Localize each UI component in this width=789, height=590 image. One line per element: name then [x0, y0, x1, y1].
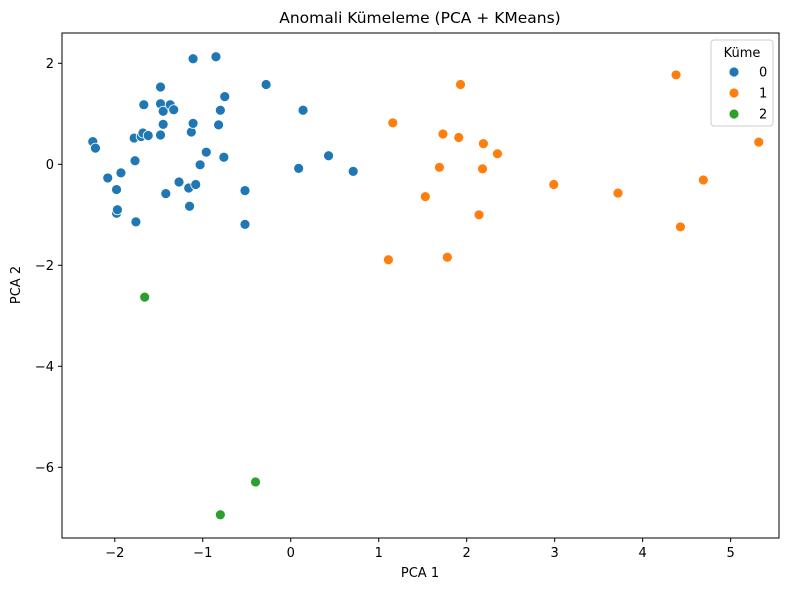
data-point-cluster-2: [214, 509, 226, 521]
data-point-cluster-0: [160, 188, 172, 199]
data-point-cluster-1: [387, 117, 399, 129]
data-point-cluster-0: [130, 216, 142, 228]
data-point-cluster-0: [260, 79, 272, 90]
data-point-cluster-0: [200, 146, 212, 158]
data-point-cluster-0: [157, 119, 169, 130]
x-tick-label: 2: [463, 546, 471, 561]
data-point-cluster-1: [675, 221, 686, 233]
data-point-cluster-0: [155, 81, 166, 93]
data-point-cluster-0: [142, 130, 154, 141]
data-point-cluster-1: [437, 128, 449, 140]
data-point-cluster-1: [697, 174, 709, 186]
x-tick-label: 4: [638, 546, 646, 561]
data-point-cluster-0: [129, 155, 141, 167]
data-point-cluster-0: [239, 185, 251, 196]
y-tick-label: −6: [35, 461, 54, 476]
data-point-cluster-1: [492, 148, 503, 160]
data-point-cluster-1: [434, 161, 445, 173]
legend-label-2: 2: [759, 108, 767, 123]
y-tick-label: 2: [46, 57, 54, 72]
x-tick-label: 1: [375, 546, 383, 561]
data-point-cluster-0: [184, 200, 195, 212]
x-tick-label: 0: [287, 546, 295, 561]
data-point-cluster-1: [477, 163, 488, 175]
data-point-cluster-1: [453, 132, 465, 143]
data-point-cluster-0: [102, 172, 114, 184]
data-point-cluster-0: [187, 117, 199, 129]
data-point-cluster-2: [250, 476, 261, 488]
legend-marker-1: [728, 87, 740, 99]
legend-box: [710, 39, 774, 127]
data-point-cluster-0: [239, 218, 251, 230]
data-point-cluster-0: [347, 165, 359, 177]
x-tick-label: −1: [193, 546, 212, 561]
plot-frame: [61, 32, 780, 539]
legend-entries: 0 1 2: [728, 66, 767, 123]
data-point-cluster-1: [441, 251, 453, 263]
legend-label-1: 1: [759, 87, 767, 102]
data-point-cluster-0: [214, 104, 226, 116]
data-point-cluster-0: [218, 151, 230, 163]
legend: Küme 0 1 2: [710, 39, 774, 127]
data-point-cluster-0: [297, 104, 309, 116]
legend-label-0: 0: [759, 66, 767, 81]
data-point-cluster-0: [112, 204, 123, 216]
data-point-cluster-0: [219, 91, 231, 103]
legend-title: Küme: [724, 46, 761, 61]
y-axis: 2 0 −2 −4 −6: [35, 57, 62, 476]
data-point-cluster-1: [382, 254, 394, 266]
x-tick-label: 3: [551, 546, 559, 561]
y-tick-label: −2: [35, 259, 54, 274]
data-point-cluster-1: [478, 138, 489, 149]
legend-marker-0: [728, 66, 740, 78]
data-point-cluster-1: [419, 191, 431, 203]
data-point-cluster-0: [213, 119, 224, 131]
data-point-cluster-1: [612, 187, 624, 199]
data-point-cluster-0: [111, 184, 122, 195]
data-point-cluster-0: [187, 53, 199, 65]
data-point-cluster-2: [139, 291, 151, 303]
data-point-cluster-0: [293, 162, 305, 174]
data-point-cluster-0: [323, 150, 334, 162]
data-point-cluster-0: [173, 176, 185, 188]
data-point-cluster-1: [473, 209, 485, 221]
data-point-cluster-1: [670, 69, 682, 81]
data-point-cluster-0: [90, 142, 101, 154]
data-point-cluster-0: [210, 51, 222, 63]
x-axis: −2 −1 0 1 2 3 4 5: [105, 538, 735, 561]
data-point-cluster-0: [155, 129, 166, 141]
y-tick-label: −4: [35, 360, 54, 375]
data-point-cluster-0: [157, 105, 169, 117]
x-tick-label: 5: [726, 546, 734, 561]
legend-marker-2: [728, 108, 740, 120]
x-tick-label: −2: [105, 546, 124, 561]
points-layer: [87, 51, 765, 521]
data-point-cluster-0: [138, 99, 150, 111]
data-point-cluster-0: [190, 179, 202, 190]
y-axis-label: PCA 2: [9, 266, 24, 304]
chart-title: Anomali Kümeleme (PCA + KMeans): [279, 9, 560, 27]
y-tick-label: 0: [46, 158, 54, 173]
data-point-cluster-1: [548, 179, 560, 190]
data-point-cluster-0: [115, 167, 127, 179]
data-point-cluster-1: [753, 136, 765, 148]
data-point-cluster-0: [168, 104, 180, 116]
x-axis-label: PCA 1: [401, 566, 439, 581]
data-point-cluster-0: [194, 159, 206, 171]
data-point-cluster-1: [455, 79, 466, 90]
